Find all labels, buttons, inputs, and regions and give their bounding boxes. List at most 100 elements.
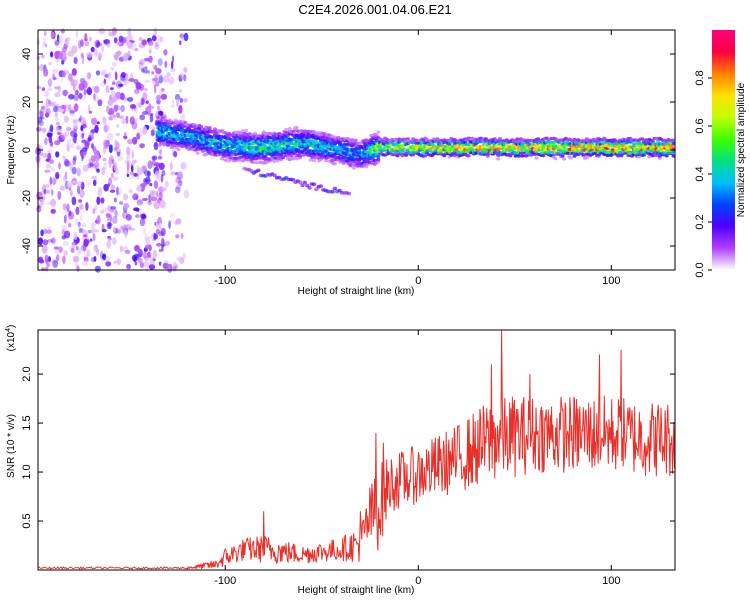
noise-blob [142,227,146,235]
noise-blob [128,226,132,231]
ridge-cell [378,145,382,149]
noise-blob [153,84,157,94]
noise-blob [84,253,90,258]
noise-blob [62,155,66,160]
branch-cell [318,184,324,188]
noise-blob [145,176,151,185]
noise-blob [128,189,133,194]
ridge-cell [253,131,257,135]
noise-blob [157,105,160,111]
noise-blob [70,143,75,149]
noise-blob [118,115,124,119]
noise-blob [180,72,186,80]
ridge-cell [282,143,287,147]
noise-blob [152,156,156,161]
noise-blob [121,118,127,124]
ridge-cell [186,132,191,137]
noise-blob [70,78,74,87]
ridge-cell [230,153,235,157]
noise-blob [80,134,84,140]
noise-blob [42,184,47,193]
noise-blob [54,140,60,146]
noise-blob [178,40,182,45]
colorbar-tick-label: 0.0 [694,262,706,277]
ridge-cell [543,148,548,152]
ridge-cell [204,152,209,156]
noise-blob [161,187,167,192]
noise-blob [49,183,53,191]
noise-blob [66,126,72,132]
ridge-cell [560,154,565,158]
ridge-cell [593,151,598,155]
branch-cell [307,185,312,190]
noise-blob [93,85,100,94]
noise-blob [183,74,187,82]
noise-blob [84,41,90,46]
noise-blob [136,203,143,207]
noise-blob [101,258,104,263]
ridge-cell [332,162,337,166]
noise-blob [153,232,157,241]
noise-blob [58,246,63,254]
noise-blob [78,92,83,100]
noise-blob [158,162,165,170]
noise-blob [106,105,110,114]
noise-blob [179,97,183,103]
noise-blob [75,206,80,215]
ridge-cell [572,154,577,158]
noise-blob [151,196,158,202]
noise-blob [85,260,89,267]
noise-blob [174,186,181,194]
noise-blob [73,56,78,65]
noise-blob [139,262,145,268]
noise-blob [78,199,82,203]
ridge-cell [610,148,615,152]
noise-blob [132,136,138,145]
noise-blob [51,259,58,264]
noise-blob [90,222,97,227]
ridge-cell [569,156,574,160]
ridge-cell [246,158,250,162]
noise-blob [91,225,95,235]
noise-blob [80,181,85,190]
noise-blob [90,128,96,134]
noise-blob [63,250,69,256]
noise-blob [87,136,93,142]
noise-blob [46,87,53,92]
ridge-cell [199,125,204,129]
noise-blob [56,131,62,136]
x-tick-label: 0 [415,275,421,287]
noise-blob [103,140,109,150]
x-tick-label: 100 [602,575,620,587]
ridge-cell [454,148,459,152]
colorbar-tick-label: 0.8 [694,70,706,85]
noise-blob [158,156,163,160]
ridge-cell [296,148,301,152]
ridge-cell [426,145,431,149]
noise-blob [180,36,185,40]
ridge-cell [346,137,351,141]
noise-blob [98,53,103,58]
noise-blob [155,42,159,48]
ridge-cell [376,155,381,159]
noise-blob [52,68,59,74]
x-tick-label: -100 [214,275,236,287]
noise-blob [183,98,188,103]
ridge-cell [239,148,244,152]
noise-blob [101,72,106,76]
noise-blob [48,61,52,66]
ridge-cell [369,133,374,138]
noise-blob [158,231,165,237]
ridge-cell [287,127,292,131]
noise-blob [103,125,108,133]
noise-blob [159,89,163,97]
noise-blob [126,168,130,175]
chart-title: C2E4.2026.001.04.06.E21 [298,2,452,17]
ridge-cell [376,157,381,161]
noise-blob [83,88,87,96]
noise-blob [136,185,142,192]
noise-blob [71,166,77,175]
noise-blob [156,94,162,100]
ridge-cell [656,139,660,143]
ridge-cell [520,154,525,158]
